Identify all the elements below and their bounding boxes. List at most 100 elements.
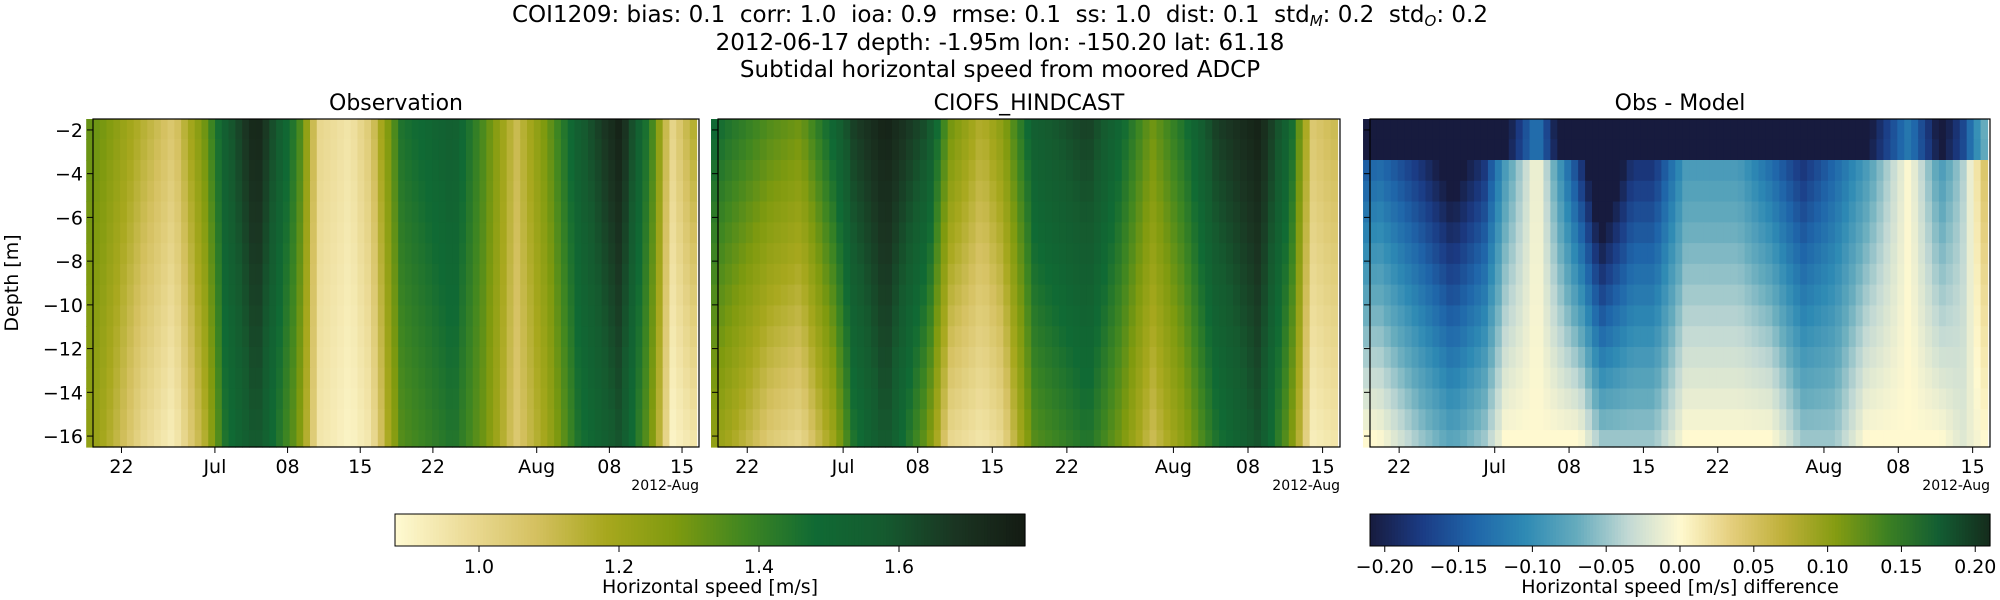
heatmap-cell	[384, 346, 392, 369]
heatmap-cell	[1751, 346, 1760, 369]
heatmap-cell	[759, 409, 768, 431]
heatmap-cell	[1661, 430, 1669, 448]
heatmap-cell	[1709, 367, 1718, 390]
heatmap-cell	[1079, 346, 1088, 369]
heatmap-cell	[1848, 263, 1857, 286]
heatmap-cell	[1945, 160, 1954, 182]
heatmap-cell	[954, 326, 963, 348]
heatmap-cell	[1869, 222, 1878, 244]
heatmap-cell	[642, 139, 650, 161]
heatmap-cell	[1474, 243, 1482, 265]
heatmap-cell	[1260, 305, 1269, 327]
heatmap-cell	[1302, 367, 1311, 390]
heatmap-cell	[255, 326, 264, 348]
heatmap-cell	[1959, 222, 1968, 244]
heatmap-cell	[1191, 409, 1199, 431]
colorbar-swatch	[448, 514, 453, 546]
heatmap-cell	[1619, 367, 1628, 390]
heatmap-cell	[1793, 346, 1801, 369]
heatmap-cell	[857, 139, 865, 161]
heatmap-cell	[1330, 305, 1339, 327]
heatmap-cell	[174, 409, 182, 431]
heatmap-cell	[296, 119, 304, 140]
heatmap-cell	[1786, 367, 1794, 390]
heatmap-cell	[1564, 201, 1572, 223]
heatmap-cell	[1550, 243, 1558, 265]
heatmap-cell	[1149, 367, 1158, 390]
heatmap-cell	[1383, 367, 1392, 390]
heatmap-cell	[1059, 243, 1067, 265]
heatmap-cell	[1980, 409, 1989, 431]
heatmap-cell	[1703, 388, 1711, 410]
heatmap-cell	[850, 409, 858, 431]
heatmap-cell	[120, 284, 128, 307]
heatmap-cell	[1184, 119, 1192, 140]
heatmap-cell	[506, 388, 515, 410]
heatmap-cell	[1031, 263, 1039, 286]
heatmap-cell	[989, 388, 998, 410]
heatmap-cell	[323, 139, 331, 161]
colorbar-swatch	[495, 514, 500, 546]
heatmap-cell	[1675, 180, 1683, 203]
heatmap-cell	[594, 243, 603, 265]
heatmap-cell	[1267, 180, 1276, 203]
heatmap-cell	[711, 160, 719, 182]
heatmap-cell	[947, 430, 956, 448]
panel-3-heatmap	[1363, 119, 1989, 448]
heatmap-cell	[1295, 180, 1304, 203]
heatmap-cell	[1460, 243, 1468, 265]
heatmap-cell	[309, 139, 318, 161]
colorbar-swatch	[410, 514, 415, 546]
heatmap-cell	[1226, 201, 1234, 223]
heatmap-cell	[1323, 139, 1332, 161]
heatmap-cell	[364, 346, 372, 369]
heatmap-cell	[337, 409, 345, 431]
heatmap-cell	[717, 409, 726, 431]
heatmap-cell	[438, 119, 447, 140]
heatmap-cell	[1585, 201, 1593, 223]
heatmap-cell	[154, 284, 162, 307]
heatmap-cell	[411, 388, 420, 410]
heatmap-cell	[1633, 367, 1642, 390]
heatmap-cell	[996, 243, 1004, 265]
heatmap-cell	[269, 201, 277, 223]
heatmap-cell	[642, 326, 650, 348]
heatmap-cell	[425, 367, 433, 390]
heatmap-cell	[655, 243, 664, 265]
heatmap-cell	[1425, 119, 1434, 140]
heatmap-cell	[377, 367, 386, 390]
heatmap-cell	[683, 305, 691, 327]
heatmap-cell	[1363, 305, 1371, 327]
heatmap-cell	[133, 284, 142, 307]
colorbar-swatch	[1583, 514, 1588, 546]
heatmap-cell	[459, 139, 467, 161]
colorbar-swatch	[467, 514, 472, 546]
heatmap-cell	[1751, 243, 1760, 265]
heatmap-cell	[1323, 180, 1332, 203]
heatmap-cell	[343, 180, 352, 203]
heatmap-cell	[472, 222, 481, 244]
heatmap-cell	[418, 180, 426, 203]
heatmap-cell	[1295, 388, 1304, 410]
heatmap-cell	[1689, 305, 1697, 327]
heatmap-cell	[808, 326, 817, 348]
heatmap-cell	[113, 388, 121, 410]
heatmap-cell	[1571, 305, 1579, 327]
heatmap-cell	[1425, 139, 1434, 161]
colorbar-swatch	[791, 514, 796, 546]
heatmap-cell	[1432, 409, 1440, 431]
heatmap-cell	[1779, 119, 1787, 140]
heatmap-cell	[1390, 222, 1399, 244]
heatmap-cell	[683, 346, 691, 369]
heatmap-cell	[1945, 119, 1954, 140]
heatmap-cell	[1017, 222, 1025, 244]
colorbar-swatch	[1500, 514, 1504, 546]
heatmap-cell	[1288, 409, 1297, 431]
heatmap-cell	[425, 222, 433, 244]
heatmap-cell	[330, 243, 338, 265]
heatmap-cell	[1135, 263, 1144, 286]
heatmap-cell	[303, 201, 311, 223]
heatmap-cell	[655, 305, 664, 327]
heatmap-cell	[1121, 388, 1130, 410]
heatmap-cell	[1682, 305, 1690, 327]
